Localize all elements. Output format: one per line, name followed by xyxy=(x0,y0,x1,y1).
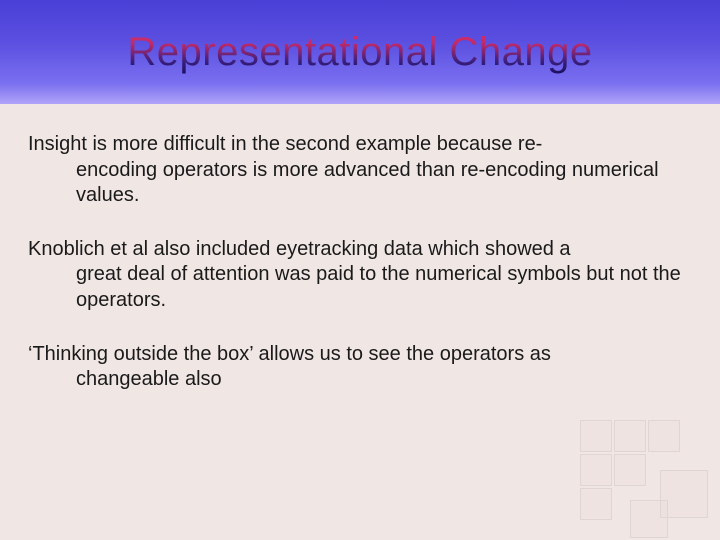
paragraph-3-rest: changeable also xyxy=(28,367,692,393)
paragraph-3: ‘Thinking outside the box’ allows us to … xyxy=(28,342,692,393)
title-band: Representational Change xyxy=(0,0,720,104)
paragraph-3-first: ‘Thinking outside the box’ allows us to … xyxy=(28,342,692,368)
paragraph-1-first: Insight is more difficult in the second … xyxy=(28,132,692,158)
deco-square xyxy=(580,420,612,452)
deco-square xyxy=(580,488,612,520)
deco-square xyxy=(630,500,668,538)
deco-square xyxy=(580,454,612,486)
paragraph-1-rest: encoding operators is more advanced than… xyxy=(28,158,692,209)
corner-decoration xyxy=(570,410,720,540)
paragraph-2-first: Knoblich et al also included eyetracking… xyxy=(28,237,692,263)
paragraph-2-rest: great deal of attention was paid to the … xyxy=(28,262,692,313)
paragraph-2: Knoblich et al also included eyetracking… xyxy=(28,237,692,314)
deco-square xyxy=(660,470,708,518)
deco-square xyxy=(614,420,646,452)
slide-title: Representational Change xyxy=(127,30,592,75)
deco-square xyxy=(614,454,646,486)
slide-body: Insight is more difficult in the second … xyxy=(0,104,720,393)
paragraph-1: Insight is more difficult in the second … xyxy=(28,132,692,209)
deco-square xyxy=(648,420,680,452)
